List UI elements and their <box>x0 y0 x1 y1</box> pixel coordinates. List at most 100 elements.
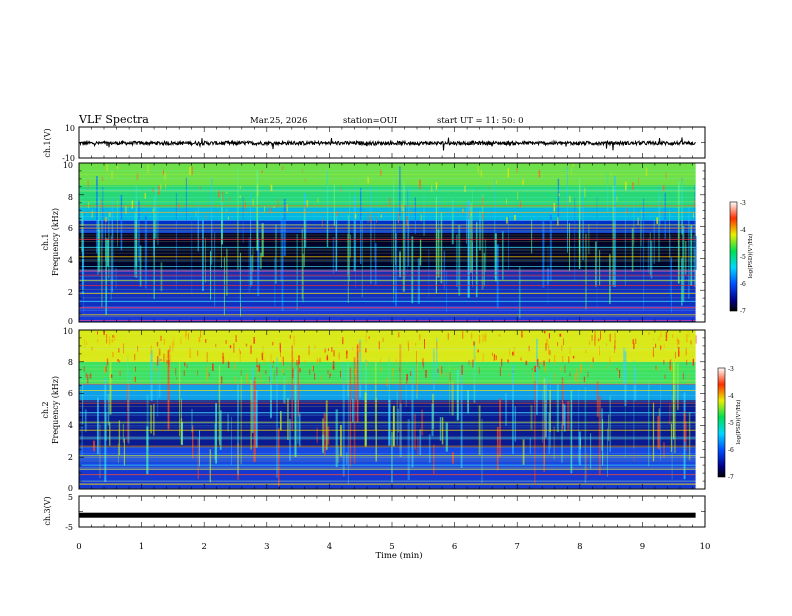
spectral-speckle <box>507 359 509 363</box>
spectral-streak <box>478 210 481 251</box>
spectral-streak <box>359 339 362 398</box>
ch1-freq-ylabel: Frequency (kHz) <box>51 208 60 276</box>
spectral-streak <box>399 166 401 217</box>
spectral-speckle <box>527 371 529 375</box>
spectral-speckle <box>326 356 329 361</box>
xtick-7: 7 <box>514 542 519 552</box>
spectral-streak <box>578 177 581 269</box>
spectral-speckle <box>548 358 550 363</box>
spectral-streak <box>197 203 199 252</box>
spectral-speckle <box>464 185 466 192</box>
spectral-speckle <box>687 377 689 384</box>
spectral-speckle <box>304 177 306 182</box>
spectral-speckle <box>235 364 237 371</box>
spectral-streak <box>467 390 469 414</box>
spectral-streak <box>428 249 430 297</box>
spectral-speckle <box>239 186 241 189</box>
spectral-streak <box>302 253 304 303</box>
spectral-speckle <box>256 367 258 374</box>
spectral-speckle <box>517 191 519 200</box>
spectral-streak <box>542 221 545 288</box>
spectral-streak <box>211 178 213 265</box>
spectral-speckle <box>584 367 585 371</box>
band-1-2k <box>79 287 696 307</box>
spectral-speckle <box>250 345 252 354</box>
spectral-streak <box>548 412 550 454</box>
spectral-streak <box>694 185 695 254</box>
spectral-speckle <box>614 340 616 350</box>
spectral-speckle <box>365 348 367 353</box>
spectral-speckle <box>478 367 480 375</box>
spectral-streak <box>456 234 458 287</box>
spectral-speckle <box>563 338 564 346</box>
spectral-speckle <box>229 196 231 202</box>
spectral-streak <box>226 248 228 296</box>
spectral-speckle <box>160 184 162 190</box>
spectral-speckle <box>176 377 178 380</box>
spectral-speckle <box>652 347 654 357</box>
spectral-speckle <box>257 190 259 197</box>
spectral-streak <box>239 255 241 303</box>
spectral-speckle <box>478 335 481 344</box>
spectral-streak <box>250 380 252 450</box>
spectral-streak <box>669 403 671 425</box>
spectral-speckle <box>327 370 329 374</box>
spectral-speckle <box>688 330 690 338</box>
spectral-streak <box>414 197 416 234</box>
spectral-speckle <box>508 374 510 377</box>
spectral-streak <box>556 383 559 433</box>
spectral-speckle <box>352 347 354 351</box>
spectral-streak <box>624 374 626 458</box>
spectral-streak <box>508 216 509 270</box>
spectral-streak <box>472 232 473 288</box>
spectral-streak <box>325 400 328 450</box>
date-label: Mar.25, 2026 <box>250 116 307 126</box>
ch2-freq-ylabel: Frequency (kHz) <box>51 376 60 444</box>
spectral-speckle <box>222 356 224 364</box>
spectral-streak <box>695 236 697 270</box>
spectral-speckle <box>112 351 114 358</box>
spectral-speckle <box>572 355 575 359</box>
spectral-streak <box>134 212 136 277</box>
spectral-speckle <box>367 214 369 223</box>
spectral-streak <box>84 409 87 432</box>
ch2-ftick-4: 4 <box>68 421 73 430</box>
spectral-streak <box>431 403 434 437</box>
spectral-speckle <box>169 345 171 352</box>
axis-ticks <box>78 126 706 528</box>
spectral-speckle <box>208 372 210 377</box>
spectral-streak <box>252 247 254 272</box>
spectral-streak <box>483 252 485 287</box>
spectral-streak <box>669 209 670 258</box>
spectral-speckle <box>588 341 591 345</box>
spectral-streak <box>411 366 414 468</box>
spectral-streak <box>280 411 282 431</box>
spectral-streak <box>633 199 635 246</box>
spectral-streak <box>449 365 450 415</box>
spectral-speckle <box>134 376 136 383</box>
spectral-speckle <box>265 370 267 375</box>
spectral-streak <box>407 189 409 274</box>
spectral-speckle <box>226 209 228 212</box>
spectral-speckle <box>205 367 208 377</box>
spectral-streak <box>633 359 635 449</box>
spectral-speckle <box>688 373 690 378</box>
spectral-streak <box>296 234 298 311</box>
spectral-streak <box>578 389 580 463</box>
spectral-speckle <box>199 186 201 190</box>
spectral-speckle <box>406 374 408 385</box>
spectral-streak <box>350 234 351 258</box>
spectral-speckle <box>227 361 230 368</box>
spectral-streak <box>352 399 354 423</box>
spectral-streak <box>120 194 123 251</box>
spectral-speckle <box>180 337 182 345</box>
spectral-streak <box>438 196 440 242</box>
spectral-streak <box>117 443 119 463</box>
ch1-freq-tick-labels: 0 2 4 6 8 10 <box>63 161 73 326</box>
spectral-speckle <box>678 339 680 345</box>
spectral-streak <box>530 405 533 430</box>
spectral-streak <box>433 348 435 391</box>
spectral-speckle <box>512 351 514 356</box>
spectral-streak <box>349 367 352 467</box>
spectral-speckle <box>85 372 87 378</box>
